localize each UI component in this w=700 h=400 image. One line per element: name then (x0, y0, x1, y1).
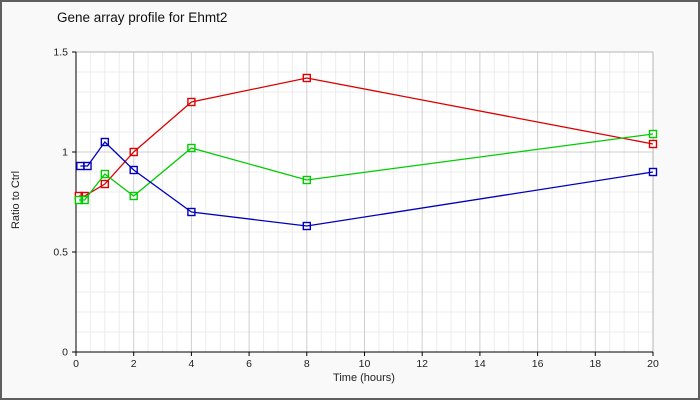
data-point-marker (187, 143, 196, 153)
x-tick-label: 16 (532, 358, 544, 370)
data-point-marker (129, 191, 138, 201)
y-tick-label: 0 (62, 347, 68, 359)
x-tick-label: 20 (647, 358, 659, 370)
data-point-marker (83, 161, 92, 171)
y-tick-label: 0.5 (53, 247, 68, 259)
y-tick-label: 1.5 (53, 47, 68, 59)
series-green (74, 129, 658, 205)
data-point-marker (100, 169, 110, 179)
data-point-marker (129, 147, 138, 157)
x-axis-title: Time (hours) (333, 372, 395, 384)
data-point-marker (74, 195, 84, 205)
x-tick-label: 2 (131, 358, 137, 370)
series-blue (76, 137, 658, 231)
data-point-marker (648, 139, 658, 149)
plot-border (76, 51, 654, 352)
series-line (78, 133, 654, 201)
x-tick-label: 12 (416, 358, 428, 370)
x-tick-label: 8 (304, 358, 310, 370)
y-tick-label: 1 (62, 147, 68, 159)
data-point-marker (648, 167, 658, 177)
data-point-marker (187, 97, 196, 107)
x-tick-label: 6 (246, 358, 252, 370)
x-tick-label: 10 (359, 358, 371, 370)
tick-labels: 0 2 4 6 8 10 12 14 16 18 20 0 0.5 1 1.5 (53, 47, 659, 371)
chart-title: Gene array profile for Ehmt2 (57, 10, 228, 25)
data-point-marker (129, 165, 138, 175)
data-point-marker (302, 175, 311, 185)
data-point-marker (80, 195, 89, 205)
x-tick-label: 18 (589, 358, 601, 370)
data-point-marker (302, 73, 311, 83)
x-tick-label: 4 (188, 358, 194, 370)
data-point-marker (648, 129, 658, 139)
data-point-marker (100, 137, 110, 147)
data-point-marker (302, 221, 311, 231)
series-line (80, 141, 654, 227)
x-tick-label: 14 (474, 358, 486, 370)
x-tick-label: 0 (73, 358, 79, 370)
data-point-marker (187, 207, 196, 217)
data-point-marker (100, 179, 110, 189)
